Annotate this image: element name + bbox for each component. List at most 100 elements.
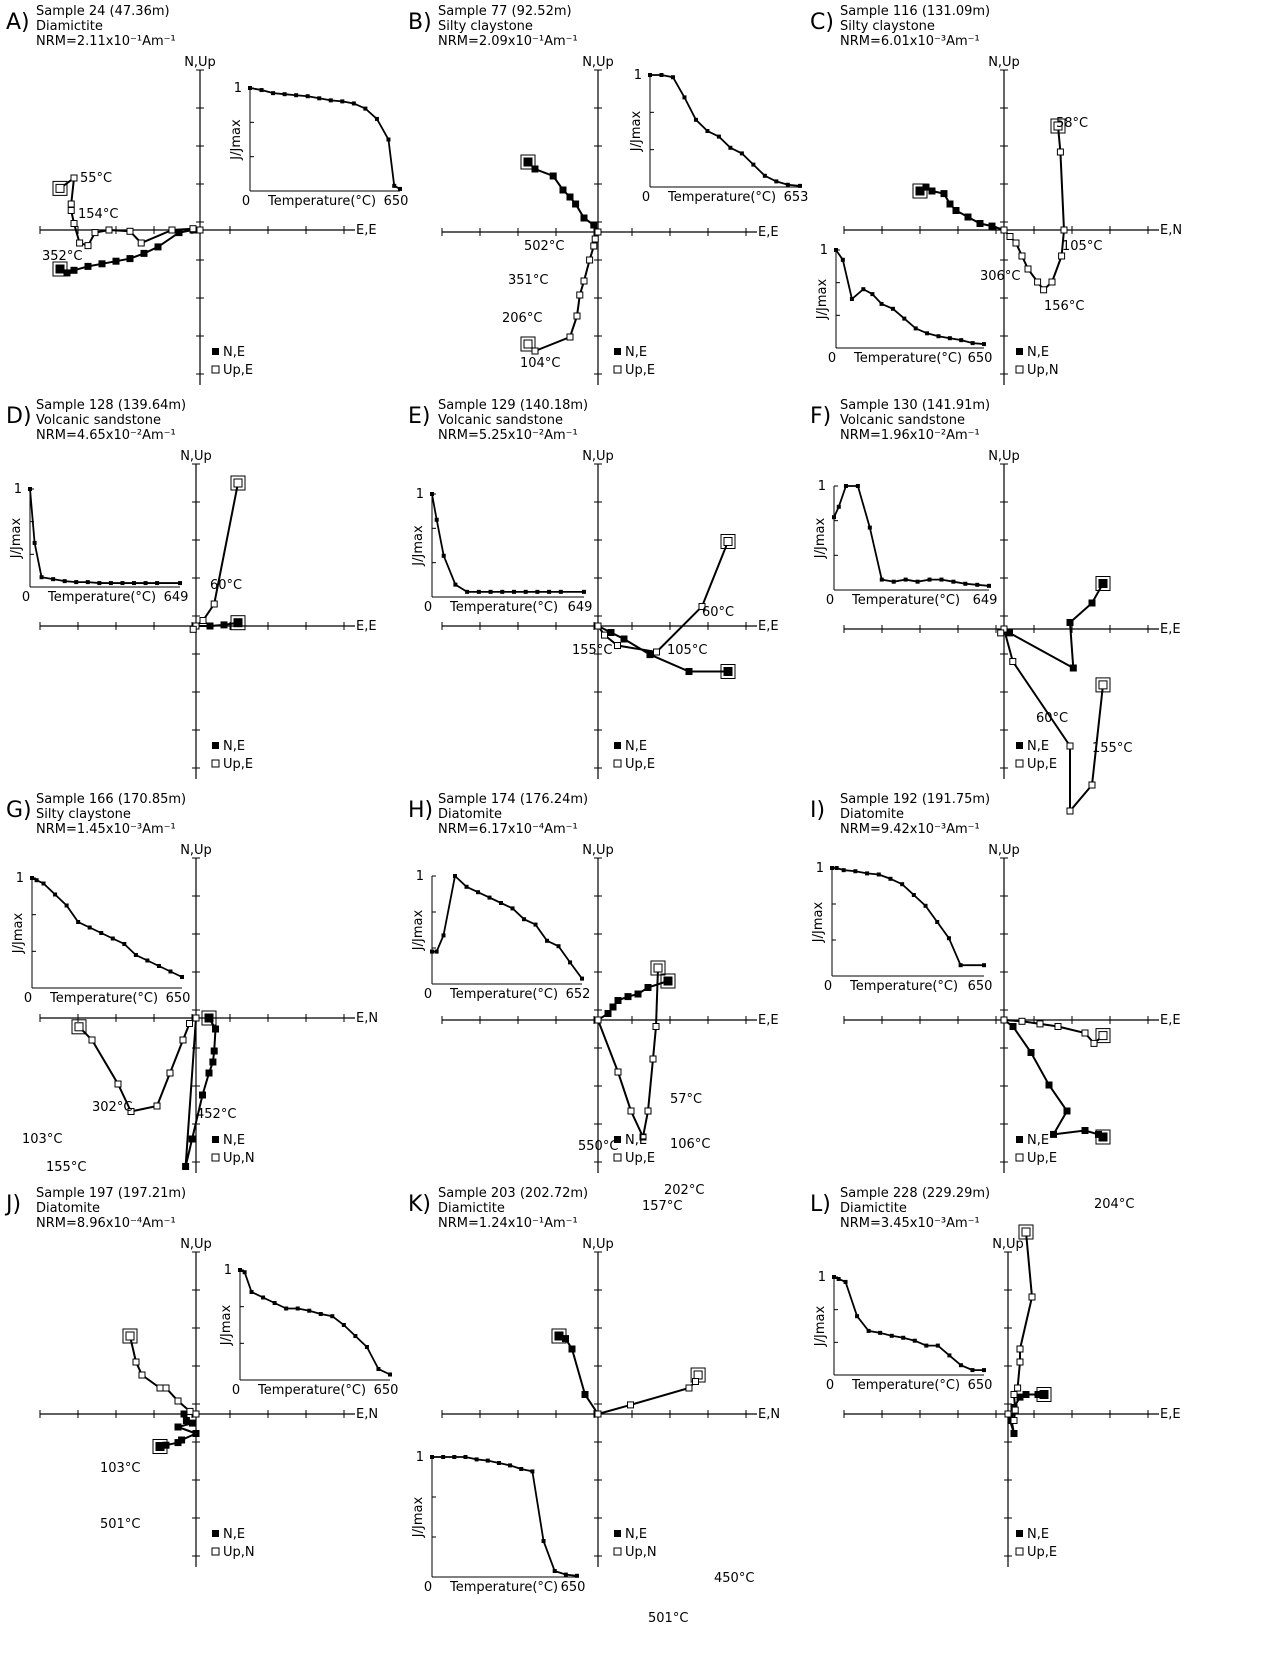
temperature-label: 501°C (100, 1517, 140, 1532)
inset-point (558, 589, 563, 594)
up-point (1009, 658, 1017, 665)
sample-info: Sample 24 (47.36m) Diamictite NRM=2.11x10⁻… (36, 4, 176, 49)
temperature-label: 155°C (1092, 741, 1132, 756)
inset-point (970, 1368, 975, 1373)
ne-point (580, 214, 588, 222)
sample-lithology: Diamictite (438, 1201, 505, 1216)
inset-ymax-label: 1 (416, 1450, 424, 1465)
inset-ylabel: J/Jmax (229, 119, 244, 161)
legend-up-label: Up,N (223, 1545, 255, 1560)
ne-point (663, 976, 673, 986)
ne-point (178, 1436, 186, 1444)
panel-k: K) Sample 203 (202.72m) Diamictite NRM=1.24… (402, 1182, 824, 1626)
inset-point (441, 933, 446, 938)
inset-point (843, 1279, 848, 1284)
inset-point (855, 1314, 860, 1319)
sample-info: Sample 192 (191.75m) Diatomite NRM=9.42x10… (840, 792, 990, 837)
inset-point (53, 892, 58, 897)
ne-point (204, 1013, 214, 1023)
sample-sample: Sample 24 (47.36m) (36, 4, 170, 19)
up-point (566, 333, 574, 341)
inset-point (133, 953, 138, 957)
horizontal-axis-label: E,E (1160, 1013, 1181, 1028)
inset-point (155, 581, 160, 586)
ne-point (112, 257, 120, 265)
inset-point (911, 893, 916, 897)
inset-point (552, 1569, 557, 1573)
inset-point (508, 1463, 513, 1468)
first-point-marker (1095, 576, 1111, 591)
inset-point (510, 906, 515, 911)
inset-point (582, 589, 586, 594)
legend-up-label: Up,E (1027, 1545, 1057, 1560)
ne-point (1009, 1023, 1017, 1030)
up-point (74, 1022, 84, 1032)
legend-up-marker (211, 365, 220, 374)
ne-point (188, 1419, 196, 1427)
legend-up-marker (613, 759, 622, 768)
inset-point (238, 1268, 242, 1272)
up-line (597, 1374, 700, 1415)
up-point (1012, 239, 1020, 247)
inset-point (533, 922, 538, 927)
temperature-label: 103°C (100, 1461, 140, 1476)
ne-point (70, 266, 78, 274)
vertical-axis-label: N,Up (988, 449, 1020, 464)
temperature-label: 156°C (1044, 299, 1084, 314)
sample-sample: Sample 166 (170.85m) (36, 792, 187, 807)
ne-point (206, 622, 214, 630)
inset-point (728, 145, 733, 150)
sample-info: Sample 166 (170.85m) Silty claystone NRM=1… (36, 792, 186, 837)
up-point (210, 600, 218, 608)
demag-inset: 1 0 650 Temperature(°C) J/Jmax (815, 243, 992, 366)
inset-point (902, 316, 907, 321)
up-point (649, 1055, 657, 1063)
up-point (1054, 1023, 1062, 1030)
inset-point (99, 931, 104, 935)
up-point (1053, 121, 1063, 131)
up-point (199, 617, 207, 624)
ne-point (1081, 1127, 1089, 1134)
up-line (597, 967, 659, 1141)
ne-point (233, 618, 243, 628)
up-point (573, 312, 581, 320)
inset-point (132, 581, 137, 586)
ne-point (723, 667, 733, 676)
ne-point (126, 255, 134, 263)
ne-point (205, 1069, 213, 1077)
inset-point (249, 1290, 254, 1294)
up-point (1024, 265, 1032, 273)
inset-point (341, 1323, 346, 1327)
legend-up-label: Up,N (625, 1545, 657, 1560)
first-point-marker (230, 475, 246, 491)
up-point (692, 1378, 699, 1385)
ne-point (1088, 599, 1096, 607)
inset-xlabel: Temperature(°C) (267, 194, 376, 209)
inset-point (970, 341, 975, 346)
inset-xlabel: Temperature(°C) (851, 1378, 960, 1393)
temperature-label: 55°C (80, 171, 112, 186)
inset-curve (650, 74, 801, 187)
ne-point (55, 264, 65, 274)
up-point (1018, 252, 1026, 260)
inset-ylabel: J/Jmax (815, 279, 830, 321)
inset-point (41, 881, 46, 886)
horizontal-axis-label: E,E (758, 619, 779, 634)
inset-xmax-label: 650 (968, 1378, 993, 1393)
inset-xmin-label: 0 (424, 1580, 432, 1595)
inset-point (386, 137, 391, 142)
inset-point (659, 73, 664, 77)
inset-point (168, 969, 173, 974)
ne-point (988, 222, 996, 230)
vertical-axis-label: N,Up (988, 55, 1020, 70)
up-point (137, 239, 145, 247)
inset-xmax-label: 650 (968, 979, 993, 994)
inset-point (261, 1295, 266, 1300)
demag-inset: 1 0 650 Temperature(°C) J/Jmax (11, 871, 190, 1006)
sample-info: Sample 129 (140.18m) Volcanic sandstone NR… (438, 398, 588, 443)
legend-ne-marker (614, 742, 621, 749)
inset-point (307, 1308, 312, 1313)
inset-point (693, 117, 698, 122)
up-point (1011, 1406, 1019, 1414)
inset-point (843, 484, 848, 488)
